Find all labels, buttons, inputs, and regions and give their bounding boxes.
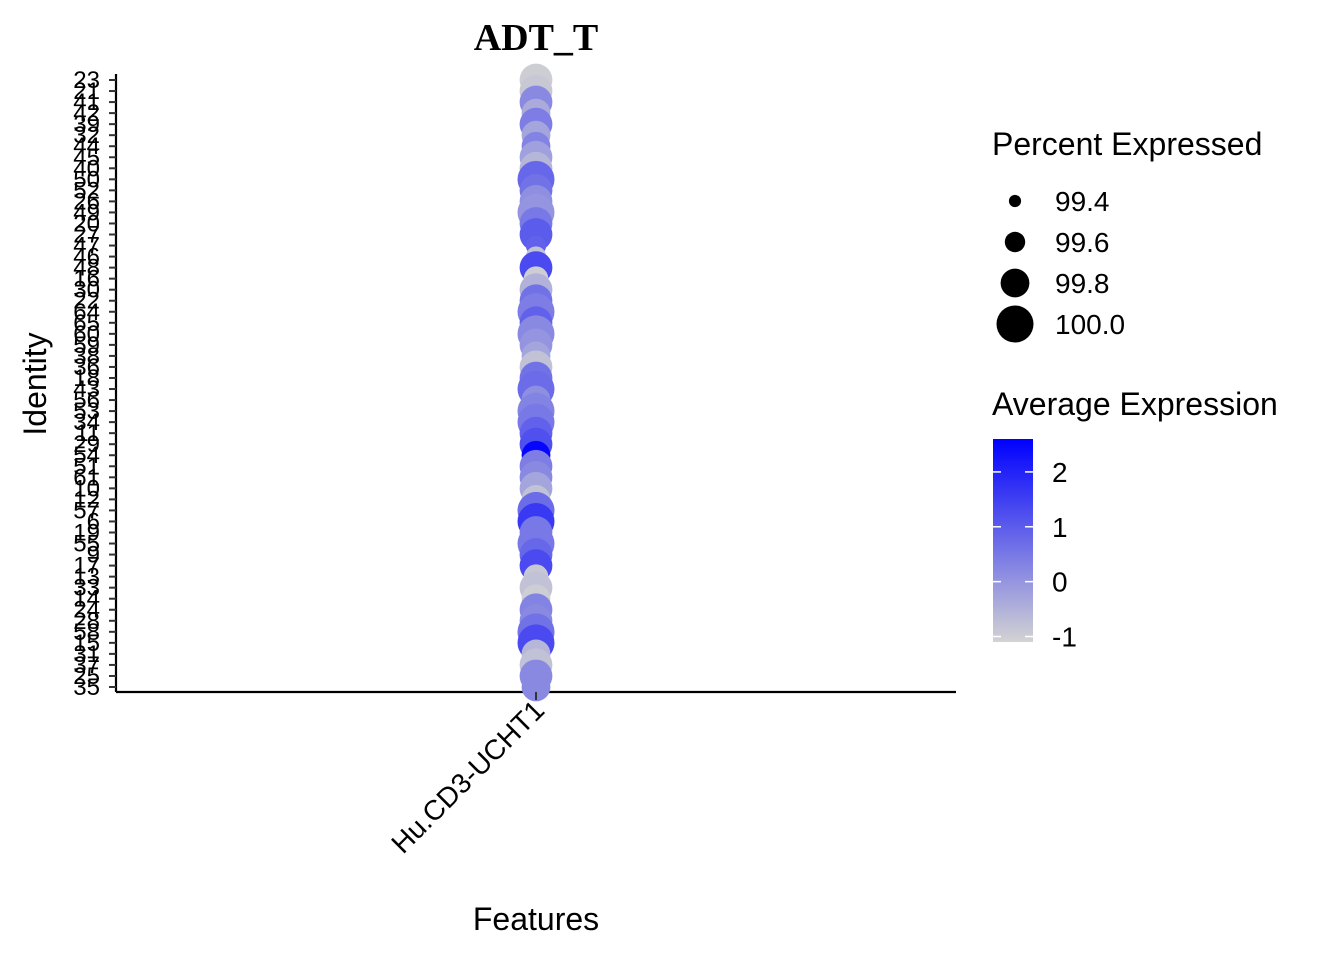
y-tick-label: 12	[73, 486, 100, 513]
y-tick-label: 51	[73, 453, 100, 480]
size-legend: Percent Expressed 99.4 99.6 99.8 100.0	[992, 126, 1262, 343]
y-tick-label: 33	[73, 575, 100, 602]
y-tick-label: 57	[73, 497, 100, 524]
y-tick-label: 60	[73, 321, 100, 348]
y-tick-label: 35	[73, 674, 100, 701]
color-gradient-bar	[993, 439, 1033, 642]
y-tick-label: 11	[75, 420, 100, 447]
y-tick-label: 23	[73, 67, 100, 94]
size-legend-label: 100.0	[1055, 309, 1125, 340]
y-tick-label: 18	[73, 365, 100, 392]
color-legend-label: 1	[1052, 512, 1068, 543]
y-tick-label: 16	[73, 266, 100, 293]
y-tick-label: 22	[73, 288, 100, 315]
y-tick-label: 37	[73, 652, 100, 679]
y-tick-label: 64	[73, 299, 100, 326]
x-tick-label: Hu.CD3-UCHT1	[385, 694, 550, 859]
y-tick-label: 47	[73, 233, 100, 260]
y-tick-label: 65	[73, 310, 100, 337]
y-tick-label: 28	[73, 608, 100, 635]
size-legend-items: 99.4 99.6 99.8 100.0	[996, 186, 1125, 343]
y-tick-label: 32	[73, 122, 100, 149]
y-tick-label: 56	[73, 387, 100, 414]
y-tick-label: 27	[73, 222, 100, 249]
y-tick-label: 42	[73, 100, 100, 127]
y-tick-label: 9	[87, 542, 100, 569]
y-tick-label: 50	[73, 166, 100, 193]
plot-area: 2321414239324445405052264920274746481630…	[73, 63, 956, 859]
y-tick-label: 43	[73, 376, 100, 403]
y-tick-label: 34	[73, 409, 100, 436]
color-legend-ticks: 2 1 0 -1	[993, 457, 1077, 653]
y-tick-label: 30	[73, 277, 100, 304]
color-legend: Average Expression 2 1 0 -1	[992, 386, 1278, 653]
y-tick-labels: 2321414239324445405052264920274746481630…	[73, 67, 100, 701]
y-tick-label: 48	[73, 255, 100, 282]
y-tick-label: 19	[73, 519, 100, 546]
color-legend-label: 0	[1052, 567, 1068, 598]
y-tick-label: 49	[73, 199, 100, 226]
y-tick-label: 58	[73, 619, 100, 646]
y-tick-label: 39	[73, 111, 100, 138]
y-tick-label: 6	[87, 508, 100, 535]
y-tick-label: 25	[73, 663, 100, 690]
size-legend-dot	[1008, 194, 1022, 208]
y-tick-label: 21	[73, 78, 100, 105]
y-tick-label: 52	[73, 177, 100, 204]
y-tick-label: 59	[73, 332, 100, 359]
y-tick-label: 13	[73, 564, 100, 591]
size-legend-title: Percent Expressed	[992, 126, 1262, 162]
size-legend-dot	[1004, 231, 1026, 253]
y-tick-label: 15	[73, 630, 100, 657]
y-axis-title: Identity	[17, 332, 53, 435]
y-tick-label: 46	[73, 244, 100, 271]
y-tick-label: 31	[73, 641, 100, 668]
color-legend-label: -1	[1052, 622, 1077, 653]
y-tick-label: 29	[73, 431, 100, 458]
size-legend-label: 99.4	[1055, 186, 1110, 217]
y-ticks	[109, 79, 116, 688]
color-legend-title: Average Expression	[992, 386, 1278, 422]
dots	[517, 63, 555, 702]
y-tick-label: 41	[73, 89, 100, 116]
y-tick-label: 20	[73, 210, 100, 237]
y-tick-label: 61	[73, 464, 100, 491]
y-tick-label: 38	[73, 343, 100, 370]
y-tick-label: 44	[73, 133, 100, 160]
x-ticks: Hu.CD3-UCHT1	[385, 692, 550, 859]
size-legend-label: 99.8	[1055, 268, 1110, 299]
y-tick-label: 36	[73, 354, 100, 381]
y-tick-label: 10	[73, 475, 100, 502]
dot-point	[521, 672, 551, 702]
y-tick-label: 40	[73, 155, 100, 182]
x-axis-title: Features	[473, 901, 599, 937]
size-legend-dot	[1000, 268, 1030, 298]
size-legend-dot	[996, 305, 1034, 343]
y-tick-label: 53	[73, 398, 100, 425]
chart-title: ADT_T	[474, 17, 599, 59]
y-tick-label: 24	[73, 597, 100, 624]
y-tick-label: 54	[73, 442, 100, 469]
color-legend-label: 2	[1052, 457, 1068, 488]
y-tick-label: 14	[73, 586, 100, 613]
y-tick-label: 55	[73, 531, 100, 558]
y-tick-label: 17	[73, 553, 100, 580]
size-legend-label: 99.6	[1055, 227, 1110, 258]
y-tick-label: 45	[73, 144, 100, 171]
y-tick-label: 26	[73, 188, 100, 215]
